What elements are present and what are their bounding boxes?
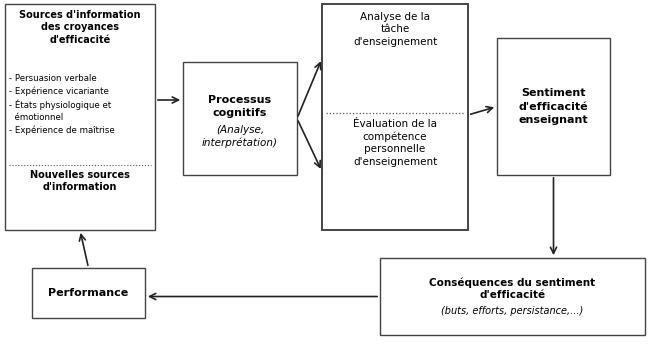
Text: Processus
cognitifs: Processus cognitifs — [208, 95, 271, 118]
Bar — [497, 38, 610, 175]
Text: Performance: Performance — [49, 288, 129, 298]
Text: Évaluation de la
compétence
personnelle
d'enseignement: Évaluation de la compétence personnelle … — [353, 119, 437, 167]
Text: Nouvelles sources
d'information: Nouvelles sources d'information — [30, 170, 130, 192]
Bar — [322, 4, 468, 230]
Text: - Persuasion verbale
- Expérience vicariante
- États physiologique et
  émotionn: - Persuasion verbale - Expérience vicari… — [9, 74, 115, 135]
Text: (buts, efforts, persistance,...): (buts, efforts, persistance,...) — [442, 306, 583, 316]
Bar — [32, 268, 145, 318]
Bar — [380, 258, 645, 335]
Text: Sentiment
d'efficacité
enseignant: Sentiment d'efficacité enseignant — [518, 88, 588, 125]
Text: Conséquences du sentiment
d'efficacité: Conséquences du sentiment d'efficacité — [430, 277, 595, 300]
Text: Sources d'information
des croyances
d'efficacité: Sources d'information des croyances d'ef… — [19, 10, 141, 45]
Text: Analyse de la
tâche
d'enseignement: Analyse de la tâche d'enseignement — [353, 12, 437, 47]
Text: (Analyse,
interprétation): (Analyse, interprétation) — [202, 125, 278, 148]
Bar — [5, 4, 155, 230]
Bar — [183, 62, 297, 175]
